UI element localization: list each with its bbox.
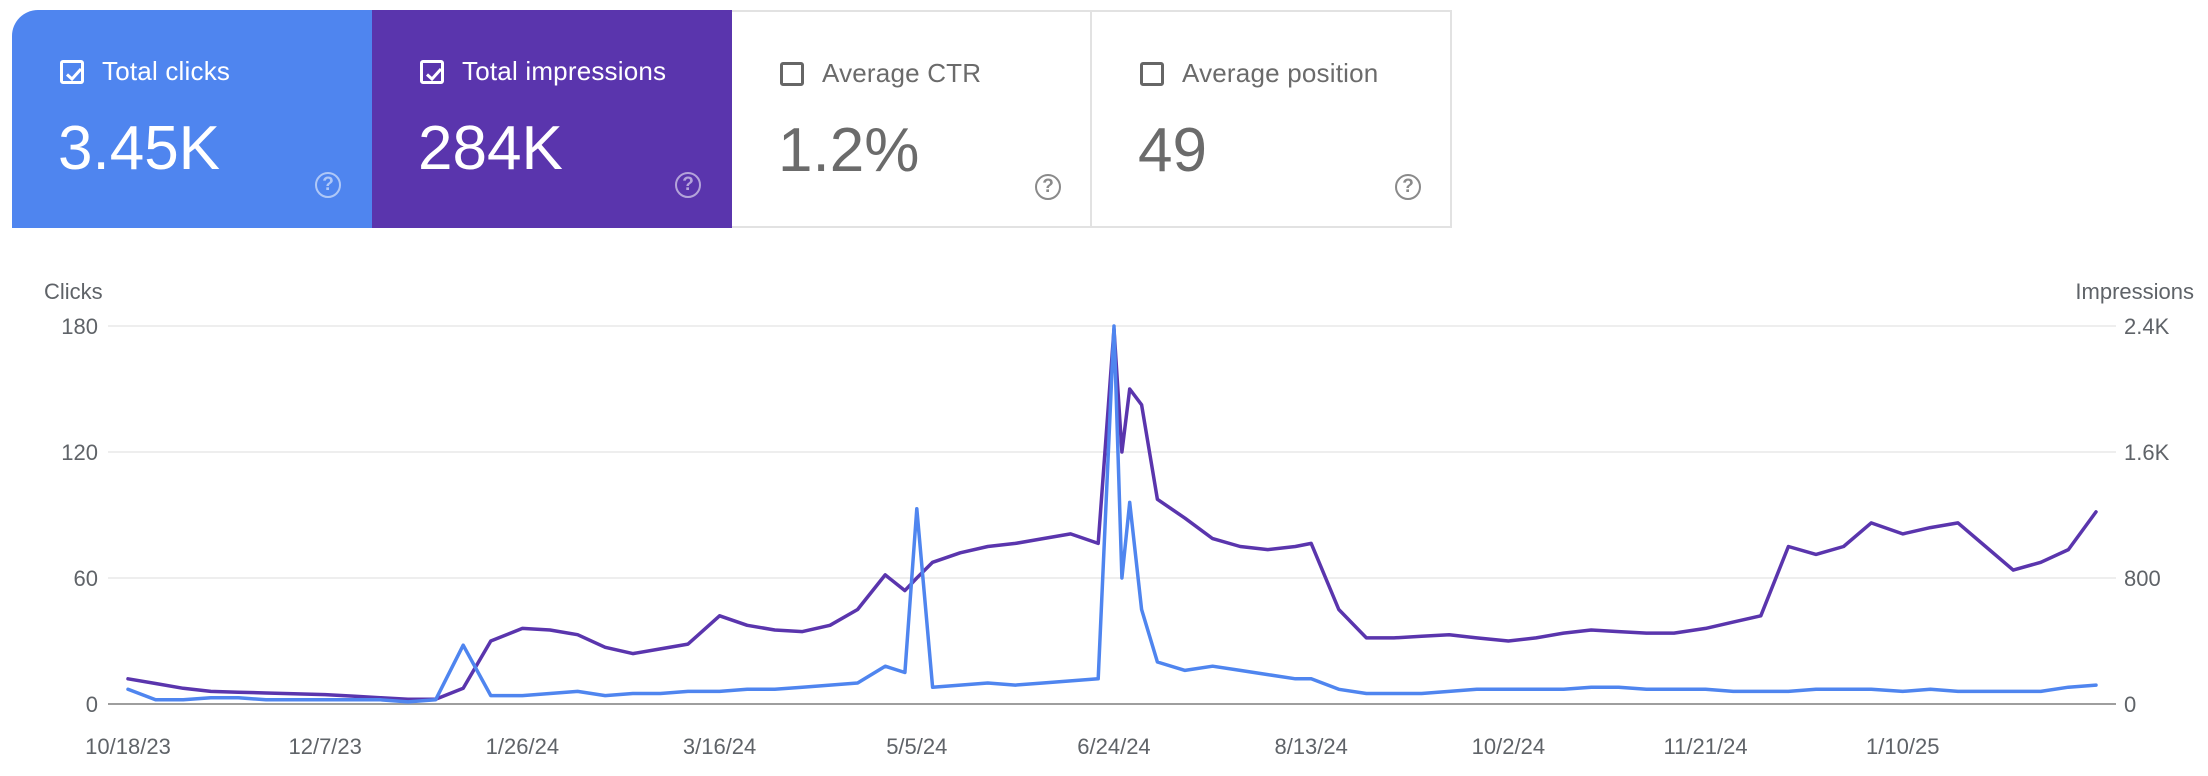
left-tick-label: 180 (61, 314, 98, 339)
x-tick-label: 5/5/24 (886, 734, 947, 759)
average-position-value: 49 (1138, 116, 1207, 185)
right-tick-label: 2.4K (2124, 314, 2170, 339)
left-tick-label: 120 (61, 440, 98, 465)
help-icon[interactable]: ? (675, 172, 701, 198)
right-tick-label: 1.6K (2124, 440, 2170, 465)
right-axis-title: Impressions (2075, 279, 2194, 304)
x-tick-label: 11/21/24 (1664, 734, 1748, 759)
help-icon[interactable]: ? (1035, 174, 1061, 200)
metric-cards: Total clicks 3.45K ? Total impressions 2… (12, 10, 1452, 228)
average-position-card[interactable]: Average position 49 ? (1092, 10, 1452, 228)
left-tick-label: 0 (86, 692, 98, 717)
x-tick-label: 10/18/23 (85, 734, 171, 759)
x-tick-label: 8/13/24 (1274, 734, 1347, 759)
average-position-label: Average position (1182, 58, 1379, 88)
checked-checkbox-icon[interactable] (60, 60, 84, 84)
x-tick-label: 1/10/25 (1866, 734, 1939, 759)
total-impressions-label: Total impressions (462, 56, 667, 86)
clicks-line (126, 324, 2098, 704)
right-tick-label: 0 (2124, 692, 2136, 717)
unchecked-checkbox-icon[interactable] (1140, 62, 1164, 86)
right-tick-label: 800 (2124, 566, 2161, 591)
performance-chart[interactable]: Clicks Impressions 180 120 60 0 2.4K 1.6K 800… (0, 270, 2208, 776)
left-axis-ticks: 180 120 60 0 (61, 314, 98, 717)
unchecked-checkbox-icon[interactable] (780, 62, 804, 86)
x-tick-label: 3/16/24 (683, 734, 756, 759)
average-ctr-card[interactable]: Average CTR 1.2% ? (732, 10, 1092, 228)
average-ctr-label: Average CTR (822, 58, 982, 88)
x-tick-label: 10/2/24 (1472, 734, 1545, 759)
series-lines (126, 324, 2098, 704)
impressions-line (126, 327, 2098, 702)
total-impressions-value: 284K (418, 114, 563, 183)
x-tick-label: 6/24/24 (1077, 734, 1150, 759)
total-clicks-label: Total clicks (102, 56, 231, 86)
total-clicks-card[interactable]: Total clicks 3.45K ? (12, 10, 372, 228)
gridlines (108, 325, 2116, 705)
right-axis-ticks: 2.4K 1.6K 800 0 (2124, 314, 2170, 717)
left-axis-title: Clicks (44, 279, 103, 304)
help-icon[interactable]: ? (315, 172, 341, 198)
x-tick-label: 1/26/24 (486, 734, 559, 759)
x-tick-label: 12/7/23 (288, 734, 361, 759)
checked-checkbox-icon[interactable] (420, 60, 444, 84)
total-impressions-card[interactable]: Total impressions 284K ? (372, 10, 732, 228)
total-clicks-value: 3.45K (58, 114, 221, 183)
help-icon[interactable]: ? (1395, 174, 1421, 200)
average-ctr-value: 1.2% (778, 116, 920, 185)
x-axis-ticks: 10/18/23 12/7/23 1/26/24 3/16/24 5/5/24 6/24/… (85, 734, 1939, 759)
left-tick-label: 60 (74, 566, 98, 591)
